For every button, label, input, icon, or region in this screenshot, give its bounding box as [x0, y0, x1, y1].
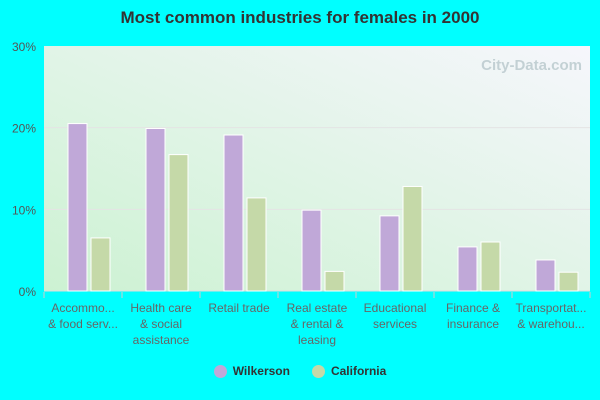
x-tick-label: & social: [140, 317, 182, 331]
legend-swatch: [213, 364, 227, 378]
y-tick-label: 0%: [19, 285, 37, 299]
bar-wilkerson: [457, 246, 478, 292]
bar-california: [480, 241, 501, 292]
chart-title: Most common industries for females in 20…: [120, 8, 480, 27]
legend-item-wilkerson: Wilkerson: [213, 364, 290, 378]
x-tick-label: & warehou...: [517, 317, 584, 331]
x-tick-label: leasing: [298, 333, 336, 347]
legend-label: California: [330, 364, 387, 378]
x-tick-label: services: [373, 317, 417, 331]
y-tick-label: 30%: [12, 40, 36, 54]
x-tick-label: Real estate: [287, 301, 348, 315]
x-tick-label: Accommo...: [51, 301, 114, 315]
x-tick-label: Health care: [130, 301, 192, 315]
legend-swatch: [311, 364, 325, 378]
legend-label: Wilkerson: [232, 364, 290, 378]
bar-california: [168, 154, 189, 292]
bar-california: [402, 185, 423, 292]
bar-california: [558, 271, 579, 292]
x-tick-label: Educational: [364, 301, 427, 315]
bar-california: [324, 270, 345, 292]
legend: Wilkerson California: [0, 364, 600, 378]
bar-california: [246, 197, 267, 292]
x-tick-label: insurance: [447, 317, 499, 331]
bar-wilkerson: [223, 134, 244, 292]
y-tick-label: 10%: [12, 203, 36, 217]
x-tick-label: & food serv...: [48, 317, 118, 331]
bar-wilkerson: [379, 215, 400, 292]
x-tick-label: Retail trade: [208, 301, 270, 315]
x-tick-label: Transportat...: [516, 301, 587, 315]
x-tick-label: & rental &: [291, 317, 344, 331]
bar-california: [90, 237, 111, 292]
x-tick-label: assistance: [133, 333, 190, 347]
x-tick-label: Finance &: [446, 301, 500, 315]
y-tick-label: 20%: [12, 122, 36, 136]
bar-wilkerson: [67, 123, 88, 292]
watermark: City-Data.com: [481, 57, 582, 74]
bar-wilkerson: [301, 209, 322, 292]
bar-wilkerson: [535, 259, 556, 292]
bar-wilkerson: [145, 127, 166, 292]
legend-item-california: California: [311, 364, 387, 378]
